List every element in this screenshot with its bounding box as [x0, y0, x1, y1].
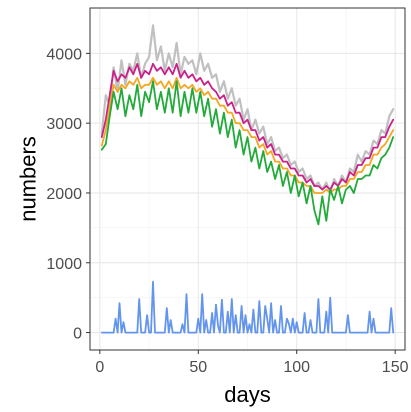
series-line-2 [100, 62, 395, 191]
axis-ticks [86, 52, 396, 354]
series-line-4 [100, 80, 395, 226]
tick-labels: 0 50 100 150 0 1000 2000 3000 4000 [46, 46, 408, 376]
y-tick-label: 3000 [46, 116, 82, 133]
x-tick-label: 150 [382, 359, 409, 376]
series-lines [100, 24, 395, 334]
y-tick-label: 0 [73, 326, 82, 343]
series-line-3 [100, 76, 395, 194]
plot-panel-border [89, 7, 406, 351]
y-tick-label: 2000 [46, 186, 82, 203]
x-tick-label: 50 [189, 359, 207, 376]
y-tick-label: 4000 [46, 46, 82, 63]
y-axis-title: numbers [16, 136, 41, 222]
x-tick-label: 100 [283, 359, 310, 376]
y-tick-label: 1000 [46, 256, 82, 273]
x-axis-title: days [224, 382, 270, 407]
x-tick-label: 0 [95, 359, 104, 376]
series-line-5 [100, 280, 395, 334]
